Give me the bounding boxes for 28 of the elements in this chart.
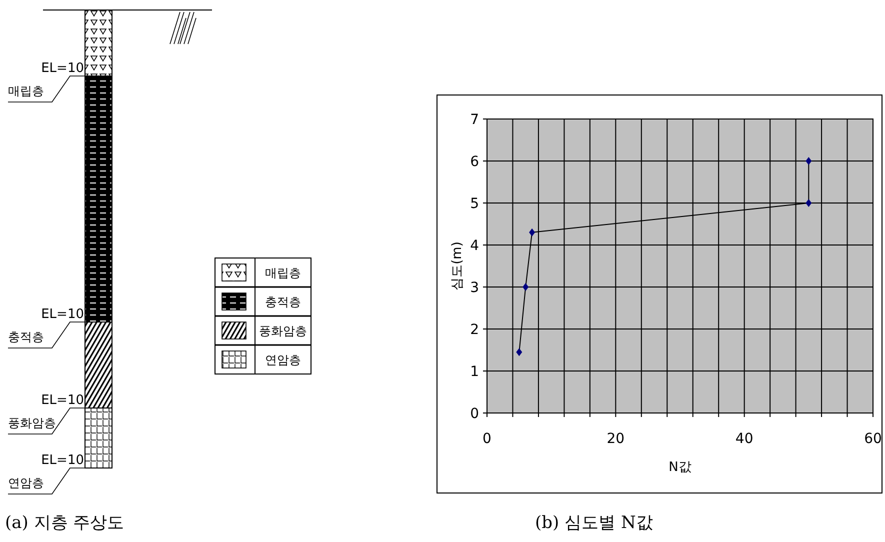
x-axis-title: N값: [668, 460, 692, 475]
y-axis-title: 심도(m): [450, 242, 465, 290]
category-label: 매립층: [265, 266, 301, 280]
x-tick-label: 20: [606, 431, 625, 447]
category-label: 연암층: [8, 476, 44, 490]
category-label: 매립층: [8, 84, 44, 98]
x-tick-label: 40: [735, 431, 754, 447]
text: (b) 심도별 N값: [535, 513, 653, 533]
y-tick-label: 0: [470, 406, 479, 422]
y-tick-label: 6: [470, 154, 480, 170]
category-label: 연암층: [265, 353, 301, 367]
text: EL=10: [41, 307, 84, 322]
x-tick-label: 60: [864, 431, 882, 447]
y-tick-label: 1: [470, 364, 479, 380]
y-tick-label: 4: [470, 238, 480, 254]
text: (a) 지층 주상도: [5, 513, 124, 533]
category-label: 풍화암층: [259, 324, 307, 338]
category-label: 충적층: [8, 330, 44, 344]
x-tick-label: 0: [482, 431, 492, 447]
y-tick-label: 3: [470, 280, 479, 296]
text: EL=10: [41, 61, 84, 76]
text: EL=10: [41, 393, 84, 408]
y-tick-label: 5: [470, 196, 479, 212]
category-label: 풍화암층: [8, 416, 56, 430]
y-tick-label: 2: [470, 322, 479, 338]
category-label: 충적층: [265, 295, 301, 309]
text: EL=10: [41, 453, 84, 468]
y-tick-label: 7: [470, 112, 479, 128]
